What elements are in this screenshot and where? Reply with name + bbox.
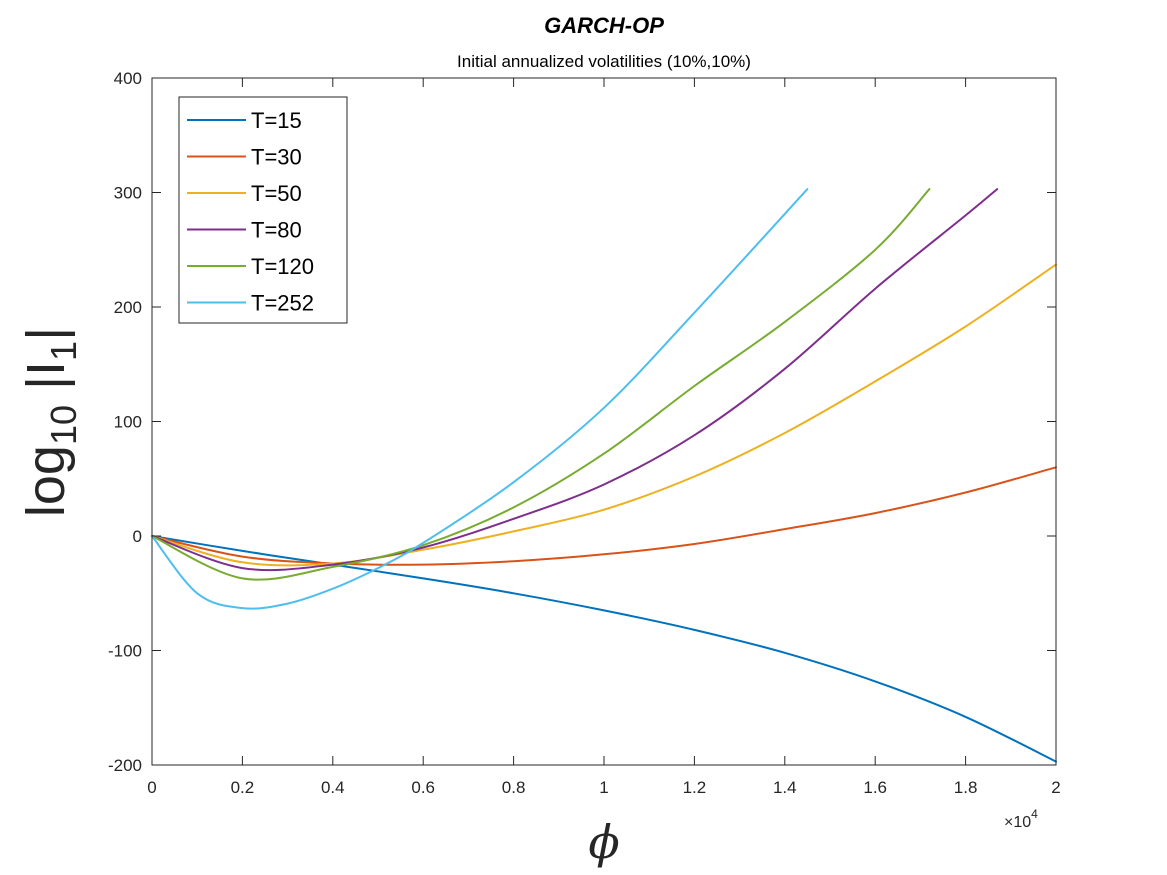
x-tick-label: 0.2 <box>231 778 255 797</box>
x-ticks: 0 0.2 0.4 0.6 0.8 1 1.2 1.4 1.6 1.8 2 <box>147 78 1061 797</box>
y-tick-label: 0 <box>133 527 142 546</box>
x-tick-label: 0.6 <box>411 778 435 797</box>
y-tick-label: 400 <box>114 69 142 88</box>
chart-subtitle: Initial annualized volatilities (10%,10%… <box>457 52 751 71</box>
y-tick-label: -100 <box>108 642 142 661</box>
series-line-t-120 <box>151 188 931 581</box>
series-line-t-15 <box>151 535 1057 763</box>
x-tick-label: 1.2 <box>683 778 707 797</box>
x-tick-label: 1.8 <box>954 778 978 797</box>
series-line-t-252 <box>151 188 809 610</box>
series-group <box>151 188 1057 763</box>
series-line-t-50 <box>151 263 1057 567</box>
legend-label: T=252 <box>251 291 314 316</box>
x-tick-label: 0.8 <box>502 778 526 797</box>
y-ticks: -200 -100 0 100 200 300 400 <box>108 69 1056 775</box>
chart-title: GARCH-OP <box>544 13 664 38</box>
y-tick-label: 300 <box>114 184 142 203</box>
x-tick-label: 1.6 <box>863 778 887 797</box>
legend-label: T=15 <box>251 108 302 133</box>
legend-label: T=30 <box>251 145 302 170</box>
x-tick-label: 0 <box>147 778 156 797</box>
legend: T=15 T=30 T=50 T=80 T=120 T=252 <box>178 96 348 324</box>
x-tick-label: 0.4 <box>321 778 345 797</box>
legend-label: T=50 <box>251 181 302 206</box>
y-tick-label: -200 <box>108 756 142 775</box>
x-scale-exponent: ×104 <box>1004 807 1038 831</box>
y-axis-label-group: log10 |I1| <box>16 327 84 517</box>
legend-label: T=80 <box>251 218 302 243</box>
legend-label: T=120 <box>251 254 314 279</box>
series-line-t-30 <box>151 466 1057 566</box>
y-tick-label: 100 <box>114 413 142 432</box>
x-tick-label: 1 <box>599 778 608 797</box>
x-tick-label: 1.4 <box>773 778 797 797</box>
x-tick-label: 2 <box>1051 778 1060 797</box>
legend-box <box>178 96 348 324</box>
y-axis-label: log10 |I1| <box>16 327 84 517</box>
x-axis-label: ϕ <box>588 815 619 869</box>
y-tick-label: 200 <box>114 298 142 317</box>
series-line-t-80 <box>151 188 999 572</box>
